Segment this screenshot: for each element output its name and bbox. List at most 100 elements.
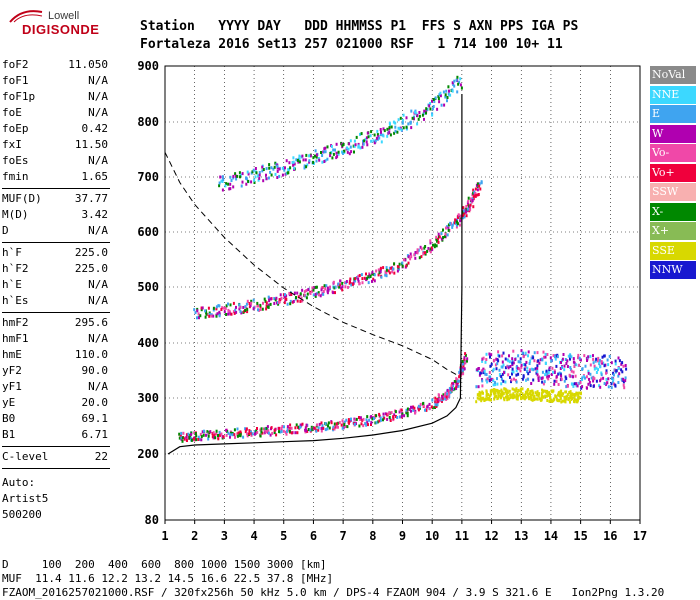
trace-point: [201, 430, 204, 434]
trace-point: [456, 218, 459, 222]
trace-point: [314, 294, 317, 298]
trace-point: [478, 373, 481, 377]
trace-point: [333, 422, 336, 426]
trace-point: [290, 293, 293, 296]
trace-point: [551, 389, 554, 393]
trace-point: [262, 301, 264, 305]
trace-point: [569, 366, 572, 369]
trace-point: [414, 411, 417, 415]
trace-point: [613, 368, 616, 372]
trace-point: [394, 129, 397, 133]
trace-point: [554, 354, 557, 358]
param-row-yf2: yF2 90.0: [2, 364, 108, 380]
trace-point: [267, 429, 270, 433]
trace-point: [624, 379, 627, 383]
trace-point: [422, 112, 425, 116]
param-value: 3.42: [81, 208, 109, 221]
trace-point: [565, 362, 568, 365]
trace-point: [459, 373, 462, 376]
trace-point: [571, 392, 574, 396]
trace-point: [194, 311, 197, 315]
trace-point: [318, 422, 321, 426]
trace-point: [517, 394, 520, 398]
trace-point: [332, 427, 335, 430]
trace-point: [258, 308, 261, 312]
trace-point: [520, 389, 522, 393]
trace-point: [458, 379, 461, 383]
trace-point: [489, 355, 491, 359]
trace-point: [324, 422, 327, 426]
trace-point: [399, 116, 402, 120]
trace-point: [304, 426, 307, 430]
trace-point: [610, 386, 613, 390]
trace-point: [322, 290, 325, 293]
trace-point: [406, 409, 409, 413]
trace-point: [307, 288, 310, 292]
trace-point: [488, 394, 491, 398]
trace-point: [365, 277, 368, 281]
trace-point: [357, 142, 360, 146]
trace-point: [376, 133, 379, 137]
trace-point: [519, 389, 522, 393]
trace-point: [537, 376, 540, 380]
trace-point: [422, 401, 425, 405]
trace-point: [182, 436, 185, 439]
trace-point: [406, 411, 409, 415]
trace-point: [478, 182, 481, 186]
trace-point: [279, 430, 282, 434]
trace-point: [432, 105, 435, 108]
trace-point: [197, 438, 200, 441]
trace-point: [233, 311, 236, 315]
trace-point: [436, 403, 439, 407]
trace-point: [622, 377, 625, 381]
trace-point: [522, 396, 525, 400]
trace-point: [578, 363, 581, 367]
trace-point: [375, 421, 378, 425]
trace-point: [307, 287, 310, 291]
trace-point: [185, 433, 188, 437]
trace-point: [418, 405, 421, 409]
trace-point: [369, 134, 372, 138]
trace-point: [499, 393, 502, 397]
trace-point: [311, 161, 314, 165]
trace-point: [236, 427, 239, 431]
trace-point: [409, 120, 412, 124]
trace-point: [309, 153, 312, 157]
trace-point: [437, 237, 439, 241]
trace-point: [548, 366, 551, 370]
trace-point: [327, 424, 329, 428]
trace-point: [543, 355, 545, 359]
trace-point: [478, 393, 481, 397]
trace-point: [549, 356, 552, 360]
trace-point: [250, 432, 253, 436]
trace-point: [516, 397, 519, 401]
trace-point: [523, 394, 526, 398]
trace-point: [584, 376, 586, 380]
trace-point: [484, 398, 487, 402]
trace-point: [293, 291, 296, 295]
trace-point: [461, 370, 464, 374]
trace-point: [179, 435, 182, 439]
trace-point: [499, 396, 502, 400]
trace-point: [505, 388, 508, 392]
trace-point: [392, 415, 395, 419]
trace-point: [605, 369, 608, 373]
trace-point: [389, 133, 392, 137]
trace-point: [572, 375, 574, 379]
trace-point: [479, 187, 482, 191]
trace-point: [410, 126, 413, 130]
trace-point: [332, 281, 335, 285]
trace-point: [417, 404, 420, 408]
trace-point: [467, 203, 470, 207]
trace-point: [245, 427, 248, 431]
trace-point: [239, 433, 242, 437]
trace-point: [322, 426, 325, 430]
trace-point: [221, 306, 224, 310]
trace-point: [500, 390, 503, 394]
trace-point: [297, 425, 299, 429]
trace-point: [499, 373, 502, 377]
trace-point: [446, 233, 449, 237]
trace-point: [261, 164, 264, 168]
trace-point: [324, 287, 327, 291]
trace-point: [298, 160, 301, 164]
